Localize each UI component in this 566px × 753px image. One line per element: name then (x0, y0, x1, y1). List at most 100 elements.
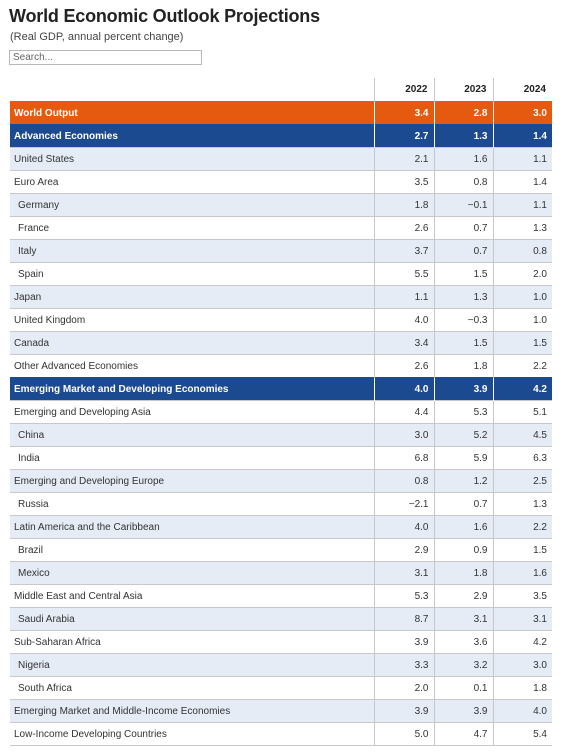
table-row: Advanced Economies 2.7 1.3 1.4 (10, 124, 552, 148)
value-cell-2024: 3.1 (492, 607, 552, 631)
value-cell-2022: 2.1 (373, 147, 434, 171)
value-cell-2023: 1.5 (433, 331, 493, 355)
value-cell-2023: 2.9 (433, 584, 493, 608)
table-row: Emerging Market and Developing Economies… (10, 377, 552, 401)
row-label: France (10, 216, 374, 240)
page-subtitle: (Real GDP, annual percent change) (10, 31, 184, 43)
table-row: World Output 3.4 2.8 3.0 (10, 101, 552, 125)
table-row: France 2.6 0.7 1.3 (10, 216, 552, 240)
value-cell-2023: 0.7 (433, 239, 493, 263)
value-cell-2024: 3.5 (492, 584, 552, 608)
value-cell-2024: 0.8 (492, 239, 552, 263)
value-cell-2022: 1.8 (373, 193, 434, 217)
value-cell-2023: 3.6 (433, 630, 493, 654)
value-cell-2023: 0.1 (433, 676, 493, 700)
value-cell-2024: 1.0 (492, 285, 552, 309)
row-label: Sub-Saharan Africa (10, 630, 374, 654)
value-cell-2024: 6.3 (492, 446, 552, 470)
value-cell-2023: 0.9 (433, 538, 493, 562)
value-cell-2024: 3.0 (492, 101, 552, 125)
value-cell-2022: 5.0 (373, 722, 434, 746)
row-label: Canada (10, 331, 374, 355)
value-cell-2024: 5.1 (492, 400, 552, 424)
table-row: Emerging Market and Middle-Income Econom… (10, 699, 552, 723)
table-row: United States 2.1 1.6 1.1 (10, 147, 552, 171)
value-cell-2023: 0.7 (433, 492, 493, 516)
value-cell-2023: 1.2 (433, 469, 493, 493)
value-cell-2023: 1.6 (433, 147, 493, 171)
row-label: Mexico (10, 561, 374, 585)
value-cell-2024: 1.3 (492, 492, 552, 516)
value-cell-2022: 4.0 (373, 308, 434, 332)
row-label: Saudi Arabia (10, 607, 374, 631)
row-label: Middle East and Central Asia (10, 584, 374, 608)
table-row: India 6.8 5.9 6.3 (10, 446, 552, 470)
value-cell-2024: 4.2 (492, 377, 552, 401)
value-cell-2022: 5.3 (373, 584, 434, 608)
row-label: South Africa (10, 676, 374, 700)
table-row: Sub-Saharan Africa 3.9 3.6 4.2 (10, 630, 552, 654)
value-cell-2023: −0.1 (433, 193, 493, 217)
value-cell-2022: 3.4 (373, 331, 434, 355)
table-row: China 3.0 5.2 4.5 (10, 423, 552, 447)
table-body: World Output 3.4 2.8 3.0 Advanced Economies 2… (10, 101, 552, 746)
value-cell-2023: 1.6 (433, 515, 493, 539)
value-cell-2023: 3.2 (433, 653, 493, 677)
table-row: Low-Income Developing Countries 5.0 4.7 5.4 (10, 722, 552, 746)
value-cell-2022: 3.4 (373, 101, 434, 125)
value-cell-2023: 1.8 (433, 561, 493, 585)
search-input[interactable] (9, 50, 202, 65)
row-label: Low-Income Developing Countries (10, 722, 374, 746)
table-row: Middle East and Central Asia 5.3 2.9 3.5 (10, 584, 552, 608)
row-label: Germany (10, 193, 374, 217)
value-cell-2023: 5.9 (433, 446, 493, 470)
table-row: Canada 3.4 1.5 1.5 (10, 331, 552, 355)
table-row: Russia −2.1 0.7 1.3 (10, 492, 552, 516)
table-row: Italy 3.7 0.7 0.8 (10, 239, 552, 263)
row-label: Latin America and the Caribbean (10, 515, 374, 539)
table-row: Germany 1.8 −0.1 1.1 (10, 193, 552, 217)
value-cell-2022: 3.9 (373, 699, 434, 723)
row-label: World Output (10, 101, 374, 125)
row-label: Emerging and Developing Asia (10, 400, 374, 424)
value-cell-2023: 3.9 (433, 377, 493, 401)
value-cell-2024: 1.5 (492, 538, 552, 562)
row-label: Advanced Economies (10, 124, 374, 148)
table-row: Nigeria 3.3 3.2 3.0 (10, 653, 552, 677)
row-label: United States (10, 147, 374, 171)
table-row: Emerging and Developing Asia 4.4 5.3 5.1 (10, 400, 552, 424)
column-header-label (10, 78, 374, 102)
value-cell-2022: 2.9 (373, 538, 434, 562)
column-header-2023[interactable]: 2023 (433, 78, 493, 102)
row-label: Nigeria (10, 653, 374, 677)
value-cell-2024: 1.1 (492, 147, 552, 171)
value-cell-2023: 3.9 (433, 699, 493, 723)
value-cell-2024: 1.1 (492, 193, 552, 217)
value-cell-2022: 6.8 (373, 446, 434, 470)
value-cell-2024: 1.4 (492, 170, 552, 194)
row-label: Russia (10, 492, 374, 516)
row-label: United Kingdom (10, 308, 374, 332)
table-row: Mexico 3.1 1.8 1.6 (10, 561, 552, 585)
table-row: South Africa 2.0 0.1 1.8 (10, 676, 552, 700)
value-cell-2024: 1.5 (492, 331, 552, 355)
row-label: Other Advanced Economies (10, 354, 374, 378)
value-cell-2022: 0.8 (373, 469, 434, 493)
value-cell-2024: 1.3 (492, 216, 552, 240)
value-cell-2022: 3.1 (373, 561, 434, 585)
row-label: India (10, 446, 374, 470)
value-cell-2024: 2.0 (492, 262, 552, 286)
value-cell-2023: 0.7 (433, 216, 493, 240)
column-header-2022[interactable]: 2022 (373, 78, 434, 102)
value-cell-2022: 4.4 (373, 400, 434, 424)
value-cell-2023: 1.3 (433, 124, 493, 148)
value-cell-2022: 8.7 (373, 607, 434, 631)
row-label: Emerging Market and Middle-Income Econom… (10, 699, 374, 723)
row-label: Emerging and Developing Europe (10, 469, 374, 493)
table-row: Euro Area 3.5 0.8 1.4 (10, 170, 552, 194)
row-label: Spain (10, 262, 374, 286)
column-header-2024[interactable]: 2024 (492, 78, 552, 102)
value-cell-2023: 2.8 (433, 101, 493, 125)
value-cell-2024: 1.0 (492, 308, 552, 332)
value-cell-2022: 3.3 (373, 653, 434, 677)
